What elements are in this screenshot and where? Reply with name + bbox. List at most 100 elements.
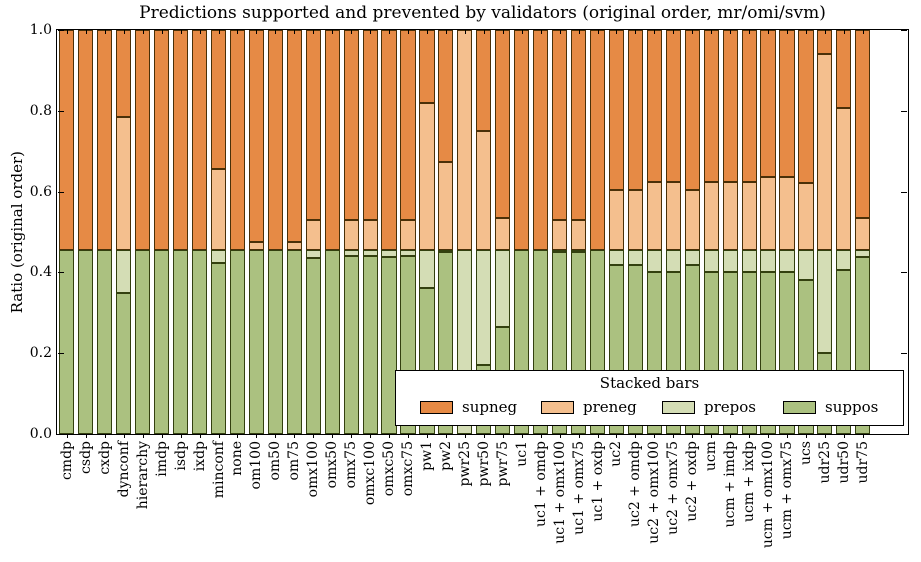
bar-segment-suppos [210,263,227,434]
bar-segment-prepos [684,250,700,266]
y-tick-mark [901,30,907,31]
bar-segment-suppos [229,250,246,434]
bar-segment-prepos [855,250,871,258]
x-tick-top [616,30,618,34]
bar-ucs [798,30,814,434]
x-tick-label-ucm + ixdp: ucm + ixdp [741,441,758,523]
legend-label-suppos: suppos [825,398,879,416]
bar-segment-prepos [627,250,643,266]
x-tick-top [104,30,106,34]
x-tick-top [464,30,466,34]
bar-segment-supneg [646,30,662,183]
bar-segment-preneg [798,183,814,251]
y-axis-label: Ratio (original order) [8,150,26,314]
bar-segment-prepos [116,250,132,293]
x-tick-top [597,30,599,34]
y-tick-label-0.6: 0.6 [29,183,52,200]
bar-segment-supneg [116,30,132,117]
bar-segment-prepos [817,250,833,354]
x-tick-top [445,30,447,34]
x-tick-top [521,30,523,34]
x-tick-label-uc1: uc1 [513,441,530,467]
y-tick-label-0.4: 0.4 [29,264,52,281]
x-tick-label-uc1 + omx100: uc1 + omx100 [551,441,568,544]
bar-segment-prepos [741,250,757,272]
x-tick-top [654,30,656,34]
bar-segment-preneg [665,182,681,251]
bar-segment-prepos [438,250,454,253]
x-tick-bottom [673,434,675,438]
bar-segment-prepos [210,250,227,264]
x-tick-bottom [635,434,637,438]
bar-segment-supneg [305,30,321,220]
x-tick-bottom [521,434,523,438]
y-tick-label-0.2: 0.2 [29,345,52,362]
x-tick-top [332,30,334,34]
bar-segment-supneg [343,30,359,220]
x-tick-label-om50: om50 [267,441,284,481]
bar-segment-preneg [210,168,227,251]
bar-segment-prepos [665,250,681,273]
x-tick-label-uc2 + oxdp: uc2 + oxdp [684,441,701,522]
x-tick-bottom [824,434,826,438]
bar-segment-preneg [741,182,757,251]
supneg-swatch-icon [420,400,453,414]
legend-entry-supneg: supneg [420,398,541,416]
bar-segment-supneg [476,30,492,131]
prepos-swatch-icon [662,400,695,414]
bar-segment-suppos [97,250,113,434]
x-tick-label-pw1: pw1 [418,441,435,471]
x-tick-bottom [313,434,315,438]
y-tick-mark [901,191,907,193]
legend-label-preneg: preneg [583,398,637,416]
bar-segment-supneg [78,30,94,251]
bar-segment-supneg [570,30,587,220]
x-tick-top [862,30,864,34]
bar-ixdp [191,30,208,434]
x-tick-bottom [199,434,201,438]
bar-cxdp [97,30,113,434]
bar-segment-supneg [97,30,113,251]
bar-imdp [154,30,170,434]
bar-segment-preneg [495,218,511,251]
x-tick-top [199,30,201,34]
bar-segment-suppos [324,250,340,434]
bar-omxc100 [362,30,378,434]
x-tick-label-pwr75: pwr75 [494,441,511,487]
bar-segment-preneg [552,219,568,251]
legend-entry-preneg: preneg [541,398,662,416]
bar-segment-supneg [855,30,871,219]
x-tick-bottom [749,434,751,438]
x-tick-top [180,30,182,34]
x-tick-label-imdp: imdp [153,441,170,477]
x-tick-label-om75: om75 [286,441,303,481]
legend-row: supneg preneg prepos suppos [396,398,903,416]
x-tick-label-uc2 + omx100: uc2 + omx100 [646,441,663,544]
x-tick-top [85,30,87,34]
bar-segment-preneg [608,190,625,251]
bar-segment-preneg [438,161,454,251]
bar-segment-suppos [154,250,170,434]
x-tick-bottom [862,434,864,438]
x-tick-top [389,30,391,34]
x-tick-bottom [66,434,68,438]
bar-segment-prepos [836,250,852,271]
bar-segment-preneg [362,219,378,251]
bar-segment-suppos [267,250,283,434]
x-tick-bottom [445,434,447,438]
bar-segment-supneg [154,30,170,251]
x-tick-label-udr50: udr50 [835,441,852,484]
x-tick-top [294,30,296,34]
bar-segment-supneg [703,30,719,183]
x-tick-bottom [180,434,182,438]
bar-isdp [173,30,189,434]
bar-segment-supneg [248,30,264,242]
bar-segment-prepos [798,250,814,281]
bar-dynconf [116,30,132,434]
x-tick-bottom [502,434,504,438]
x-tick-label-uc2 + omx75: uc2 + omx75 [665,441,682,535]
x-tick-bottom [104,434,106,438]
bar-segment-preneg [760,176,776,251]
bar-segment-supneg [722,30,738,183]
x-tick-top [711,30,713,34]
